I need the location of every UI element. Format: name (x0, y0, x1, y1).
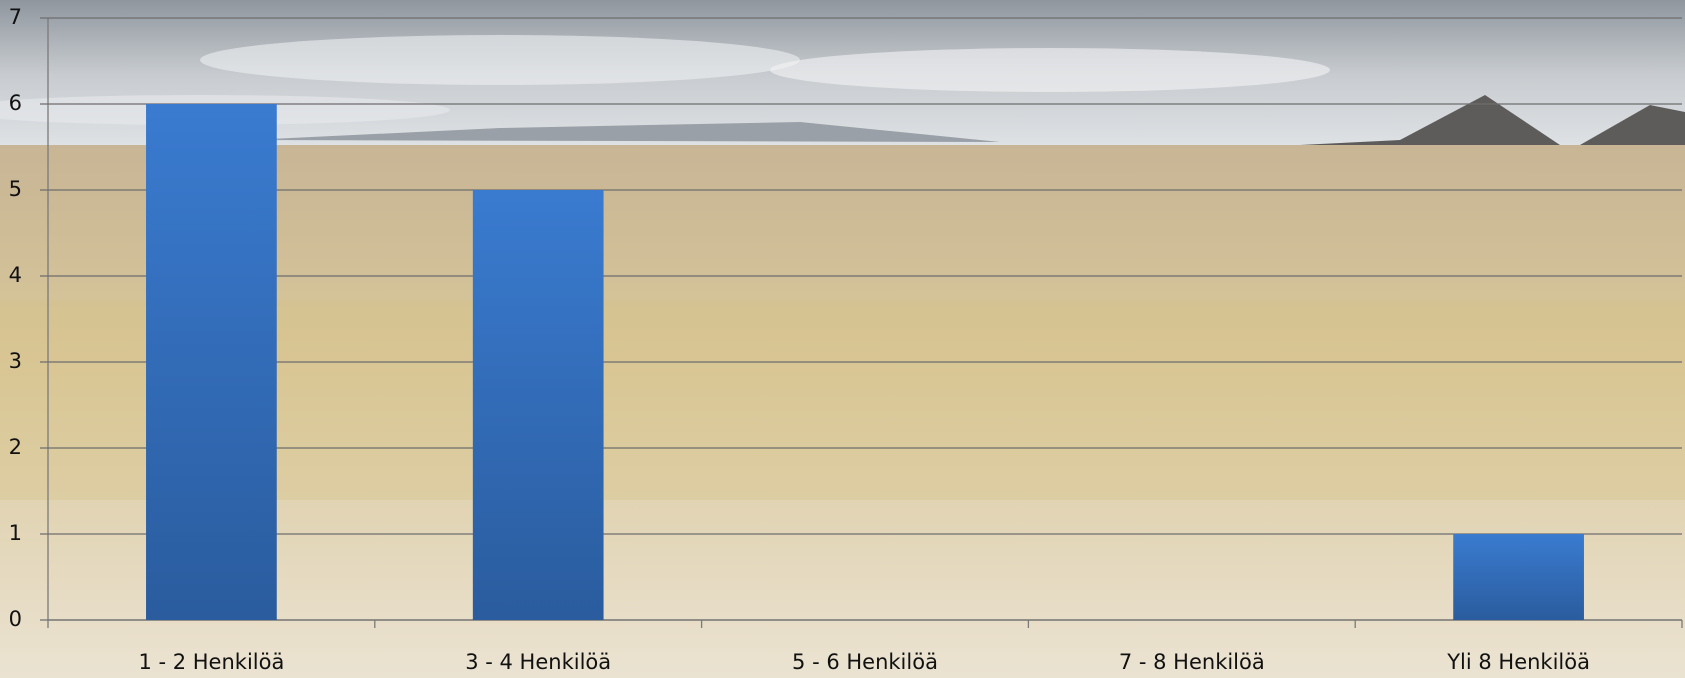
y-tick-label: 3 (9, 349, 22, 373)
y-tick-label: 1 (9, 521, 22, 545)
y-tick-label: 7 (9, 5, 22, 29)
bar (472, 190, 604, 620)
x-tick-label: 5 - 6 Henkilöä (792, 650, 938, 674)
y-tick-label: 0 (9, 607, 22, 631)
x-tick-label: 1 - 2 Henkilöä (138, 650, 284, 674)
bar (1453, 534, 1584, 620)
y-tick-label: 5 (9, 177, 22, 201)
y-tick-label: 4 (9, 263, 22, 287)
x-tick-label: Yli 8 Henkilöä (1446, 650, 1590, 674)
y-tick-label: 6 (9, 91, 22, 115)
y-tick-label: 2 (9, 435, 22, 459)
bar (146, 104, 277, 620)
x-tick-label: 7 - 8 Henkilöä (1119, 650, 1265, 674)
x-tick-label: 3 - 4 Henkilöä (465, 650, 611, 674)
